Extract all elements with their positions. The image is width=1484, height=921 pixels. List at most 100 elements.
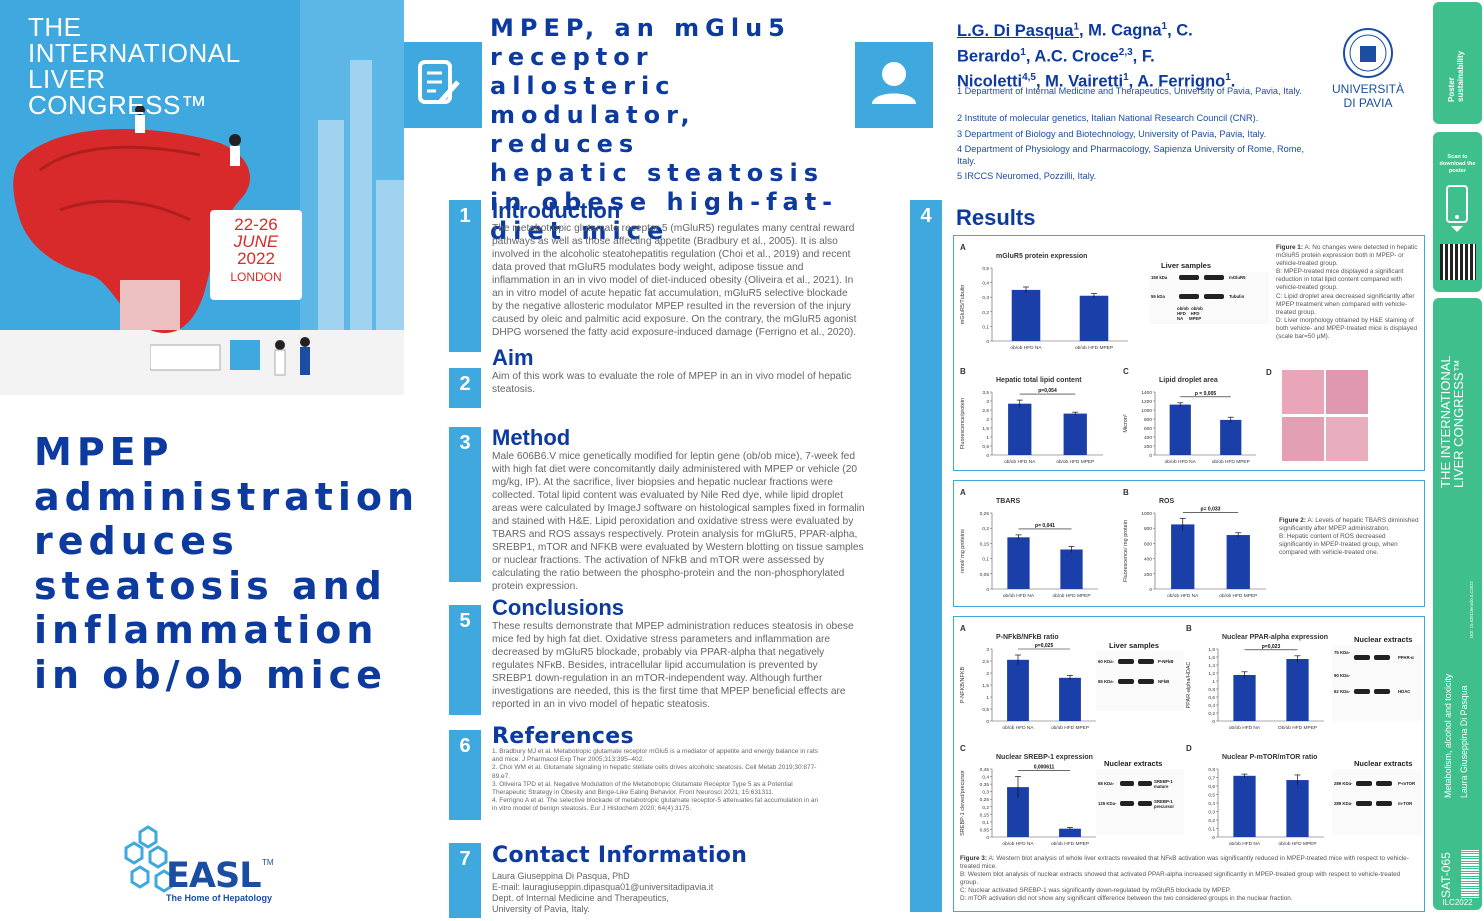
easl-wordmark: EASL xyxy=(166,856,262,896)
bar xyxy=(1008,403,1032,455)
section-number-aim: 2 xyxy=(449,368,481,408)
y-tick-label: 0,05 xyxy=(980,827,990,833)
strip-author: Laura Giuseppina Di Pasqua xyxy=(1459,685,1469,798)
chart-title: Nuclear PPAR-alpha expression xyxy=(1222,634,1328,641)
download-panel: Scan to download the poster xyxy=(1433,132,1482,292)
y-tick-label: 0,5 xyxy=(982,266,989,272)
bar xyxy=(1060,549,1083,589)
histology-images xyxy=(1282,370,1368,462)
section-number-results: 4 xyxy=(910,200,942,912)
section-number-method: 3 xyxy=(449,427,481,582)
bar xyxy=(1286,659,1309,721)
strip-doi: DOI: 10.5281/zenodo.ILC2022 xyxy=(1469,581,1474,638)
y-tick-label: 0,3 xyxy=(982,790,989,796)
x-tick-label: ob/ob HFD NA xyxy=(1165,459,1197,465)
bar xyxy=(1011,289,1041,341)
y-tick-label: 1 xyxy=(986,435,989,441)
y-tick-label: 800 xyxy=(1144,417,1152,423)
x-tick-label: ob/ob HFD NA xyxy=(1002,841,1034,847)
y-axis-label: Fluorescence/ mg protein xyxy=(1123,520,1129,582)
y-tick-label: 0,2 xyxy=(982,310,989,316)
references-body: 1. Bradbury MJ et al. Metabotropic gluta… xyxy=(492,748,819,813)
y-tick-label: 0,3 xyxy=(1208,810,1215,816)
fig3b-western-blot: 75 KDa- PPAR-α 90 KDa- 62 KDa- HDAC xyxy=(1332,645,1422,721)
panel-letter: B xyxy=(1186,624,1192,633)
y-tick-label: 0,5 xyxy=(1208,793,1215,799)
y-axis-label: mGluR5/Tubulin xyxy=(960,285,966,325)
y-tick-label: 0 xyxy=(1212,835,1215,841)
bar xyxy=(1220,419,1242,455)
fig1-western-blot: 150 kDa mGluR5 55 kDa Tubulin ob/ob ob/o… xyxy=(1149,272,1269,324)
document-icon-box xyxy=(404,42,482,128)
bar xyxy=(1171,524,1195,589)
p-value-label: p=0,025 xyxy=(1035,643,1054,649)
y-tick-label: 1200 xyxy=(1141,399,1152,405)
chart-3B: B Nuclear PPAR-alpha expression PPAR-alpha… xyxy=(1186,624,1328,731)
chart-title: Nuclear P-mTOR/mTOR ratio xyxy=(1222,754,1317,761)
chart-2A: A TBARS nmol/ mg proteins 0 0,05 0,1 0,15 0,2 0,… xyxy=(960,488,1098,599)
bar xyxy=(1007,659,1029,721)
figure-3-caption: Figure 3: A: Western blot analysis of wh… xyxy=(960,855,1409,903)
chart-title: TBARS xyxy=(996,498,1020,505)
qr-code-icon[interactable] xyxy=(1440,244,1476,280)
y-tick-label: 0,4 xyxy=(1208,801,1215,807)
p-value-label: 0,000611 xyxy=(1034,765,1055,771)
x-tick-label: ob/ob HFD NA xyxy=(1167,593,1199,599)
barcode-icon xyxy=(1461,850,1479,898)
panel-letter: A xyxy=(960,488,966,497)
x-tick-label: ob/ob HFD MPEP xyxy=(1051,841,1089,847)
y-tick-label: 1 xyxy=(1212,679,1215,685)
fig3d-western-blot: 289 KDa- P-mTOR 289 KDa- m-TOR xyxy=(1332,769,1422,835)
x-tick-label: ob/ob HFD NA xyxy=(1003,593,1035,599)
y-tick-label: 1,6 xyxy=(1208,655,1215,661)
panel-letter: D xyxy=(1186,744,1192,753)
y-tick-label: 1,4 xyxy=(1208,663,1215,669)
liver-illustration xyxy=(13,105,250,334)
chart-title: Lipid droplet area xyxy=(1159,377,1218,384)
affiliation-5: 5 IRCCS Neuromed, Pozzilli, Italy. xyxy=(957,171,1097,181)
chart-title: Nuclear SREBP-1 expression xyxy=(996,754,1093,761)
y-tick-label: 0 xyxy=(986,587,989,593)
chart-title: ROS xyxy=(1159,498,1175,505)
x-tick-label: ob/ob HFD MPEP xyxy=(1056,459,1094,465)
chart-3D: D Nuclear P-mTOR/mTOR ratio 0 0,1 0,2 0,3 0,4 0… xyxy=(1186,744,1324,847)
y-tick-label: 2 xyxy=(986,417,989,423)
y-tick-label: 1000 xyxy=(1141,408,1152,414)
bar xyxy=(1226,535,1250,589)
author-icon-box xyxy=(855,42,933,128)
bar xyxy=(1059,828,1081,837)
person-icon xyxy=(872,62,916,104)
x-tick-label: ob/ob HFD MPEP xyxy=(1219,593,1257,599)
method-body: Male 606B6.V mice genetically modified f… xyxy=(492,451,865,592)
y-tick-label: 0,4 xyxy=(982,281,989,287)
y-tick-label: 0 xyxy=(986,719,989,725)
y-axis-label: nmol/ mg proteins xyxy=(960,529,966,573)
panel-letter: C xyxy=(960,744,966,753)
bar xyxy=(1007,787,1029,837)
y-tick-label: 0,25 xyxy=(980,511,990,517)
y-tick-label: 0,2 xyxy=(982,805,989,811)
p-value-label: p= 0,041 xyxy=(1035,523,1055,529)
y-tick-label: 0,15 xyxy=(980,812,990,818)
congress-title: THE INTERNATIONAL LIVER CONGRESS™ xyxy=(28,12,241,120)
y-tick-label: 0,15 xyxy=(980,541,990,547)
figure-1-caption: Figure 1: A: No changes were detected in… xyxy=(1276,244,1418,341)
figure-2-caption: Figure 2: A: Levels of hepatic TBARS dim… xyxy=(1279,517,1419,557)
x-tick-label: Ob/ob HFD MPEP xyxy=(1278,725,1317,731)
y-tick-label: 1,8 xyxy=(1208,647,1215,653)
authors-block: L.G. Di Pasqua1, M. Cagna1, C. Berardo1,… xyxy=(957,21,1236,91)
y-tick-label: 0,1 xyxy=(982,324,989,330)
y-tick-label: 1000 xyxy=(1141,511,1152,517)
p-value-label: p=0,054 xyxy=(1038,388,1057,394)
x-tick-label: ob/ob HFD NA xyxy=(1229,841,1261,847)
strip-ilc: ILC2022 xyxy=(1442,898,1473,907)
strip-poster-code: SAT-065 xyxy=(1439,852,1453,898)
panel-letter: B xyxy=(1123,488,1129,497)
chart-3C: C Nuclear SREBP-1 expression SREBP-1 cleve… xyxy=(960,744,1096,847)
fig3b-blot-title: Nuclear extracts xyxy=(1354,635,1413,644)
y-tick-label: 2,5 xyxy=(982,408,989,414)
y-tick-label: 0,05 xyxy=(980,572,990,578)
y-tick-label: 0 xyxy=(1212,719,1215,725)
y-tick-label: 0,5 xyxy=(982,707,989,713)
chart-title: mGluR5 protein expression xyxy=(996,253,1087,260)
